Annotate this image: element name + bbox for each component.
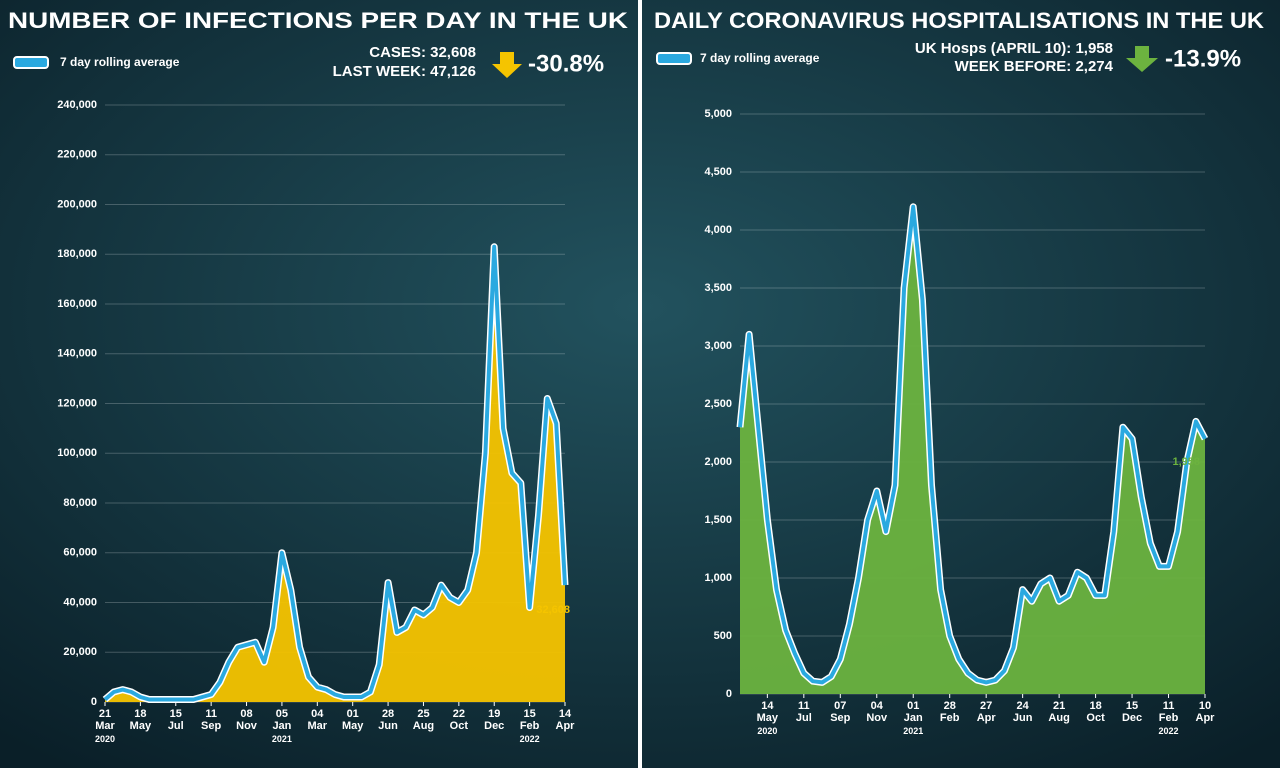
y-tick-label: 60,000: [63, 547, 97, 559]
y-tick-label: 5,000: [704, 108, 732, 120]
y-tick-label: 160,000: [57, 298, 97, 310]
y-tick-label: 120,000: [57, 397, 97, 409]
y-tick-label: 200,000: [57, 198, 97, 210]
y-tick-label: 3,500: [704, 282, 732, 294]
down-arrow: [1126, 46, 1158, 72]
down-arrow: [492, 52, 522, 78]
chart-title: NUMBER OF INFECTIONS PER DAY IN THE UK: [8, 8, 628, 33]
y-tick-label: 500: [714, 630, 732, 642]
y-tick-label: 0: [726, 688, 732, 700]
y-tick-label: 4,500: [704, 166, 732, 178]
y-tick-label: 100,000: [57, 447, 97, 459]
stat-current: UK Hosps (APRIL 10): 1,958: [915, 40, 1113, 57]
y-tick-label: 2,000: [704, 456, 732, 468]
stat-change: -30.8%: [528, 50, 604, 77]
area: [105, 246, 565, 703]
end-label: 32,608: [536, 604, 570, 616]
line: [738, 204, 1207, 685]
separator: [638, 0, 642, 768]
y-tick-label: 220,000: [57, 149, 97, 161]
y-tick-label: 40,000: [63, 596, 97, 608]
legend-swatch: [656, 52, 692, 65]
legend-label: 7 day rolling average: [60, 55, 180, 69]
y-tick-label: 1,000: [704, 572, 732, 584]
stat-change: -13.9%: [1165, 45, 1241, 72]
area: [740, 206, 1205, 695]
legend-label: 7 day rolling average: [700, 51, 820, 65]
y-tick-label: 140,000: [57, 348, 97, 360]
line: [103, 244, 567, 702]
stat-previous: WEEK BEFORE: 2,274: [955, 58, 1114, 75]
y-tick-label: 2,500: [704, 398, 732, 410]
y-tick-label: 20,000: [63, 646, 97, 658]
legend-swatch: [13, 56, 49, 69]
y-tick-label: 180,000: [57, 248, 97, 260]
stat-previous: LAST WEEK: 47,126: [333, 63, 476, 80]
y-tick-label: 0: [91, 696, 97, 708]
y-tick-label: 240,000: [57, 99, 97, 111]
y-tick-label: 4,000: [704, 224, 732, 236]
y-tick-label: 3,000: [704, 340, 732, 352]
y-tick-label: 1,500: [704, 514, 732, 526]
end-label: 1,958: [1172, 456, 1200, 468]
stat-current: CASES: 32,608: [369, 44, 476, 61]
chart-title: DAILY CORONAVIRUS HOSPITALISATIONS IN TH…: [654, 8, 1264, 33]
y-tick-label: 80,000: [63, 497, 97, 509]
